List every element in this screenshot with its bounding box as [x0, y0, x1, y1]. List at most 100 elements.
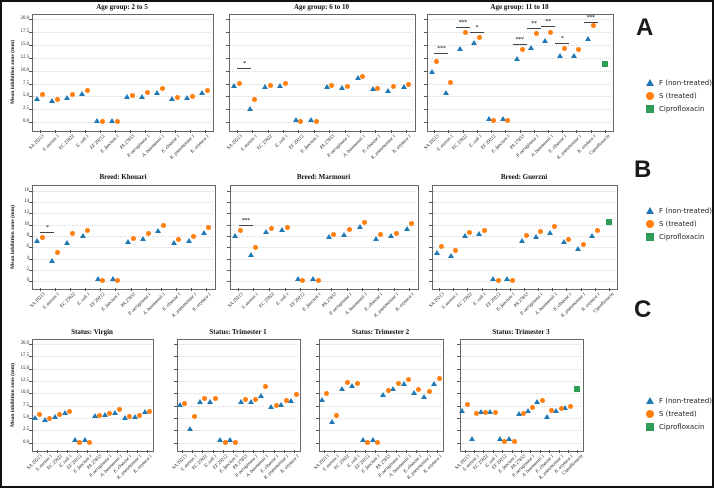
f-marker: [560, 239, 567, 245]
gridline: [320, 405, 441, 407]
x-tick: [360, 130, 362, 133]
gridline: [178, 343, 298, 345]
f-marker: [461, 233, 468, 239]
y-tick-label: 0: [26, 278, 29, 284]
significance-stars: **: [545, 18, 551, 26]
f-marker: [570, 52, 577, 58]
x-tick: [511, 450, 513, 453]
y-tick: [29, 201, 32, 203]
x-tick: [378, 288, 380, 291]
x-tick: [107, 450, 108, 453]
f-marker: [131, 414, 138, 420]
s-marker: [576, 47, 582, 53]
s-marker: [57, 412, 62, 418]
f-marker: [499, 116, 506, 122]
y-tick: [457, 380, 460, 382]
x-tick: [385, 450, 387, 453]
y-tick: [429, 258, 432, 260]
y-tick: [29, 57, 32, 59]
gridline: [230, 57, 413, 59]
s-marker: [204, 87, 210, 93]
f-marker: [124, 93, 130, 99]
s-marker: [519, 47, 525, 53]
x-tick: [462, 130, 464, 133]
f-marker: [231, 82, 238, 88]
s-marker: [436, 375, 442, 381]
x-tick: [552, 288, 554, 291]
x-tick: [476, 130, 478, 133]
plot-area: [177, 339, 301, 452]
y-axis-label: Mean inhibition zone (mm): [10, 362, 16, 427]
f-marker: [421, 393, 428, 399]
significance-line: [40, 231, 55, 233]
legend-row-c: F (non-treated) S (treated) Ciprofloxaci…: [646, 394, 712, 433]
f-marker: [349, 382, 356, 388]
s-marker: [192, 413, 198, 419]
s-marker: [511, 439, 517, 445]
legend-label-f: F (non-treated): [659, 206, 712, 215]
y-tick: [226, 122, 229, 124]
gridline: [433, 201, 615, 203]
s-marker: [253, 245, 259, 251]
gridline: [33, 109, 211, 111]
f-marker: [400, 83, 407, 89]
s-marker: [97, 412, 102, 418]
s-marker: [293, 391, 299, 397]
s-marker: [99, 119, 105, 125]
f-marker: [247, 398, 254, 404]
s-marker: [552, 223, 558, 229]
x-tick: [284, 288, 286, 291]
f-marker: [468, 436, 475, 442]
s-marker: [416, 386, 422, 392]
x-tick-label: EC 25922: [258, 292, 276, 310]
x-tick: [558, 450, 560, 453]
s-marker: [147, 408, 152, 414]
y-tick: [316, 356, 319, 358]
s-marker: [273, 402, 279, 408]
y-tick-label: 15.0: [20, 41, 29, 47]
s-marker: [360, 73, 366, 79]
legend-label-f: F (non-treated): [659, 396, 712, 405]
gridline: [231, 213, 416, 215]
y-tick: [316, 393, 319, 395]
s-marker: [159, 86, 165, 92]
x-tick: [243, 450, 245, 453]
f-marker: [477, 409, 484, 414]
s-marker: [212, 396, 218, 402]
significance-line: [434, 53, 449, 55]
y-axis-label: Mean inhibition zone (mm): [10, 39, 16, 104]
gridline: [230, 96, 413, 98]
x-tick: [344, 450, 346, 453]
f-marker: [308, 117, 315, 123]
y-tick-label: 14: [24, 198, 29, 204]
y-tick: [429, 224, 432, 226]
f-marker: [64, 239, 71, 245]
y-tick: [29, 442, 32, 444]
s-marker: [547, 29, 553, 35]
significance-stars: ***: [515, 35, 524, 43]
section-label-c: C: [634, 296, 652, 323]
s-marker: [474, 410, 480, 416]
x-tick: [331, 288, 333, 291]
f-marker: [506, 436, 513, 442]
s-marker: [334, 412, 340, 418]
f-marker: [34, 237, 41, 243]
x-tick: [100, 288, 102, 291]
f-marker: [431, 380, 438, 386]
f-marker: [49, 98, 55, 104]
y-tick: [424, 57, 427, 59]
gridline: [178, 356, 298, 358]
significance-stars: *: [560, 35, 564, 43]
f-marker: [79, 232, 86, 238]
s-marker: [300, 278, 306, 284]
f-marker: [246, 105, 253, 111]
s-marker: [538, 228, 544, 234]
s-marker: [47, 416, 52, 422]
y-tick-label: 20.0: [20, 16, 29, 22]
gridline: [320, 356, 441, 358]
y-tick: [29, 122, 32, 124]
f-marker: [292, 117, 299, 123]
x-tick: [54, 288, 56, 291]
x-tick: [315, 288, 317, 291]
f-marker: [524, 408, 531, 413]
